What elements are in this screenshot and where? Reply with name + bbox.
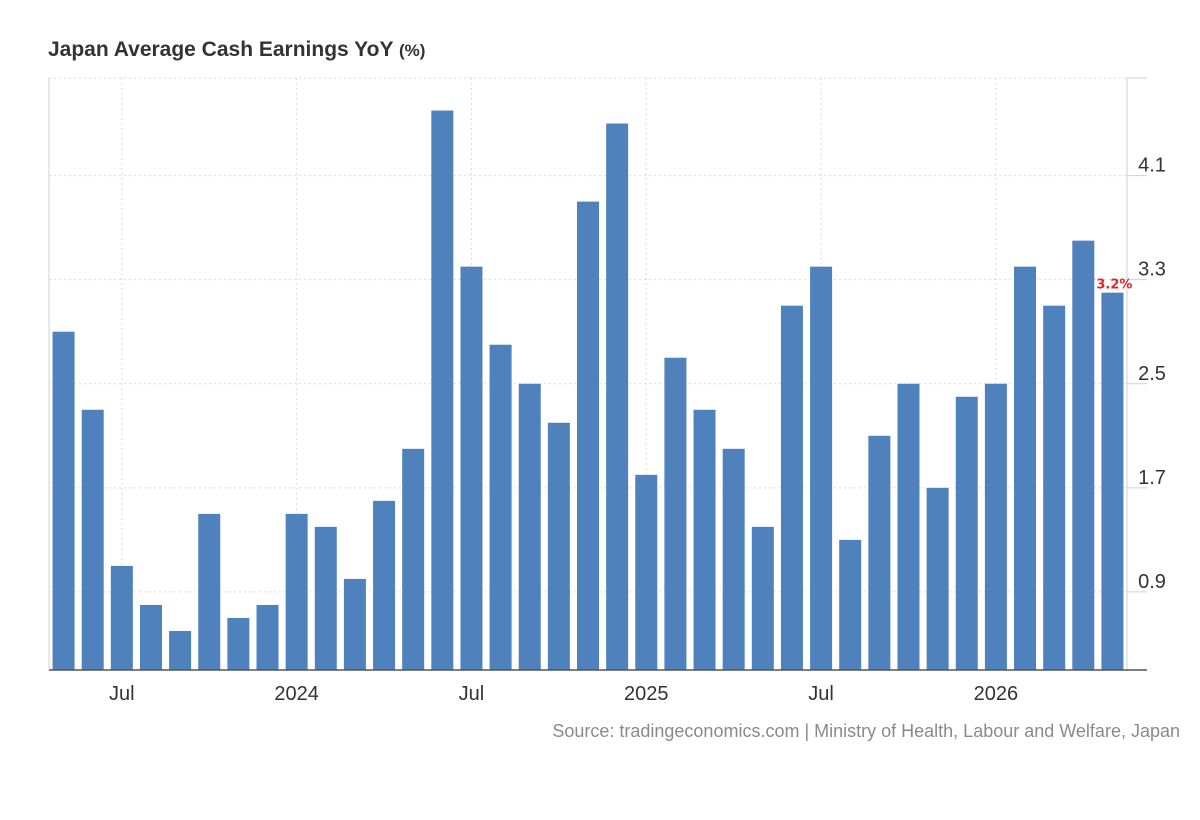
bar bbox=[227, 617, 250, 670]
x-tick-label: 2026 bbox=[974, 683, 1019, 705]
y-tick-label: 1.7 bbox=[1138, 467, 1166, 489]
x-tick-label: 2024 bbox=[274, 683, 319, 705]
bar bbox=[547, 422, 570, 670]
bar bbox=[402, 448, 425, 670]
bar bbox=[926, 487, 949, 670]
y-tick-label: 2.5 bbox=[1138, 363, 1166, 385]
bar bbox=[431, 110, 454, 671]
bar bbox=[139, 604, 162, 670]
bar bbox=[81, 409, 104, 670]
chart-title: Japan Average Cash Earnings YoY (%) bbox=[48, 38, 425, 62]
chart-source[interactable]: Source: tradingeconomics.com | Ministry … bbox=[552, 721, 1180, 741]
bar bbox=[722, 448, 745, 670]
bar bbox=[1014, 266, 1037, 670]
bar bbox=[780, 305, 803, 670]
bar bbox=[110, 565, 133, 670]
bar bbox=[810, 266, 833, 670]
last-value-label: 3.2% bbox=[1096, 278, 1132, 293]
bar bbox=[169, 630, 192, 670]
bar bbox=[577, 201, 599, 670]
bar bbox=[664, 357, 687, 670]
y-tick-label: 0.9 bbox=[1138, 571, 1166, 593]
tick-labels: 0.9 1.7 2.5 3.3 4.1 Jul 2024 Jul 2025 Jul 2026 3.2% bbox=[109, 155, 1166, 705]
bar bbox=[518, 383, 541, 670]
bar bbox=[489, 344, 512, 670]
chart-title-text: Japan Average Cash Earnings YoY bbox=[48, 38, 394, 61]
bar bbox=[52, 331, 75, 670]
bar bbox=[868, 435, 891, 670]
bar bbox=[198, 513, 221, 670]
bar bbox=[343, 578, 366, 670]
bar bbox=[256, 604, 279, 670]
bar bbox=[984, 383, 1007, 670]
bar bbox=[1072, 240, 1095, 670]
bar bbox=[606, 123, 629, 671]
bar bbox=[314, 526, 337, 670]
x-tick-label: Jul bbox=[109, 683, 135, 705]
x-tick-label: Jul bbox=[808, 683, 834, 705]
bar bbox=[285, 513, 308, 670]
bar bbox=[1101, 292, 1124, 670]
chart-title-unit: (%) bbox=[398, 41, 426, 60]
bar bbox=[897, 383, 920, 670]
bar bbox=[839, 539, 862, 670]
bar bbox=[955, 396, 978, 670]
bar bbox=[460, 266, 483, 670]
y-tick-label: 3.3 bbox=[1138, 259, 1166, 281]
bar bbox=[693, 409, 716, 670]
bar-series bbox=[52, 110, 1124, 671]
y-tick-label: 4.1 bbox=[1138, 155, 1166, 177]
bar bbox=[373, 500, 396, 670]
bar bbox=[751, 526, 774, 670]
bar bbox=[1043, 305, 1066, 670]
axes bbox=[48, 77, 1147, 671]
x-tick-label: Jul bbox=[459, 683, 485, 705]
bar bbox=[635, 474, 658, 670]
x-tick-label: 2025 bbox=[624, 683, 669, 705]
